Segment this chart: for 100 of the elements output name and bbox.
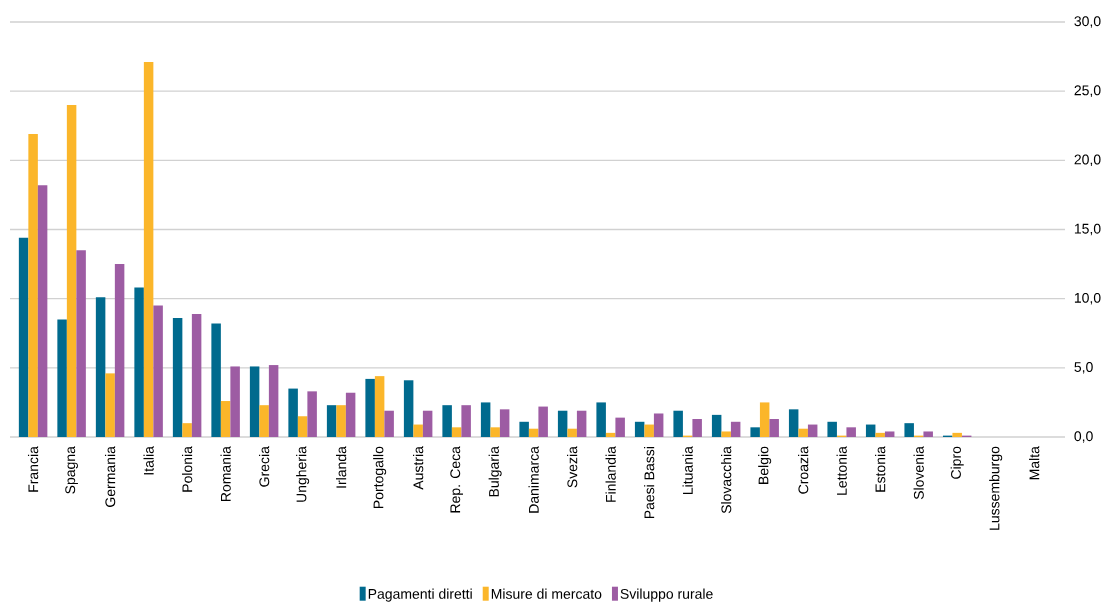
bar: [326, 405, 337, 437]
bar: [345, 392, 356, 437]
bar: [105, 373, 115, 437]
bar: [365, 378, 375, 437]
bar: [249, 366, 260, 437]
bar: [788, 409, 799, 437]
bar: [615, 417, 625, 437]
bar: [807, 424, 818, 437]
y-tick-label: 15,0: [1074, 223, 1101, 236]
x-tick-label: Francia: [27, 446, 39, 492]
bar: [268, 365, 279, 437]
bar: [519, 421, 529, 437]
bar: [288, 388, 298, 437]
x-tick-label: Cipro: [950, 446, 964, 479]
bar: [567, 428, 577, 437]
bar: [721, 431, 731, 437]
bar: [172, 318, 183, 437]
x-tick-label: Svezia: [567, 446, 578, 488]
bar: [952, 432, 962, 437]
bar: [442, 405, 452, 437]
bar: [605, 432, 616, 437]
bar: [211, 323, 221, 437]
bar: [644, 424, 654, 437]
bar: [480, 402, 491, 437]
bar: [557, 410, 568, 437]
x-tick-label: Lituania: [682, 446, 693, 494]
bar: [538, 406, 548, 437]
bar: [297, 416, 308, 437]
bar: [37, 185, 48, 437]
bar: [499, 409, 510, 437]
x-tick-label: Polonia: [181, 446, 193, 492]
bar: [413, 424, 423, 437]
bar: [711, 414, 722, 437]
legend-label: Sviluppo rurale: [620, 588, 713, 602]
bar: [307, 391, 317, 437]
bar: [384, 410, 394, 437]
bar: [220, 401, 231, 437]
bar: [923, 431, 933, 437]
bar: [884, 431, 895, 437]
x-tick-label: Spagna: [65, 446, 78, 494]
bar: [750, 427, 760, 437]
bar: [336, 405, 346, 437]
bar: [153, 305, 163, 437]
x-tick-label: Malta: [1029, 446, 1040, 480]
bar: [66, 105, 77, 437]
x-tick-label: Paesi Bassi: [644, 447, 655, 519]
y-tick-label: 0,0: [1074, 431, 1093, 443]
bar: [576, 410, 587, 437]
x-tick-label: Slovenia: [913, 446, 924, 500]
bar: [182, 423, 192, 437]
bar: [490, 427, 500, 437]
bar: [528, 428, 539, 437]
x-tick-label: Ungheria: [296, 446, 310, 502]
bar: [95, 297, 106, 437]
x-tick-label: Irlanda: [335, 446, 347, 488]
bar: [422, 410, 433, 437]
x-tick-label: Belgio: [758, 446, 772, 484]
bar: [191, 313, 202, 437]
x-tick-label: Finlandia: [605, 446, 616, 502]
bar: [865, 424, 876, 437]
x-tick-label: Danimarca: [528, 446, 539, 513]
legend-label: Pagamenti diretti: [368, 588, 472, 602]
bar: [451, 427, 462, 437]
bar: [827, 421, 837, 437]
bar: [134, 287, 144, 437]
bar: [259, 405, 269, 437]
bar: [798, 428, 808, 437]
x-tick-label: Estonia: [875, 446, 886, 492]
x-tick-label: Italia: [143, 446, 154, 475]
x-tick-label: Germania: [104, 446, 116, 507]
bar: [28, 134, 38, 437]
bar: [653, 413, 664, 437]
bar: [846, 427, 856, 437]
x-tick-label: Lettonia: [836, 446, 847, 495]
bar: [143, 62, 154, 437]
x-tick-label: Romania: [220, 446, 231, 501]
bar: [57, 319, 67, 437]
x-tick-label: Portogallo: [373, 446, 387, 508]
bar: [875, 432, 885, 437]
bar: [374, 376, 385, 437]
x-tick-label: Rep. Ceca: [450, 446, 463, 513]
x-tick-label: Lussemburgo: [989, 446, 1003, 530]
bar: [692, 419, 702, 437]
bar: [759, 402, 770, 437]
bar: [230, 366, 240, 437]
x-tick-label: Croazia: [798, 446, 809, 494]
bar: [634, 421, 645, 437]
bar: [769, 419, 779, 437]
bar: [673, 410, 683, 437]
x-tick-label: Grecia: [258, 446, 270, 487]
y-tick-label: 30,0: [1074, 16, 1101, 28]
bar: [114, 264, 125, 437]
bar: [904, 423, 914, 437]
bar: [461, 405, 471, 437]
x-tick-label: Slovacchia: [721, 446, 732, 514]
x-tick-label: Bulgaria: [488, 446, 502, 497]
y-tick-label: 10,0: [1074, 292, 1101, 305]
bar: [403, 380, 414, 437]
bar: [730, 421, 741, 437]
y-tick-label: 20,0: [1074, 154, 1101, 167]
